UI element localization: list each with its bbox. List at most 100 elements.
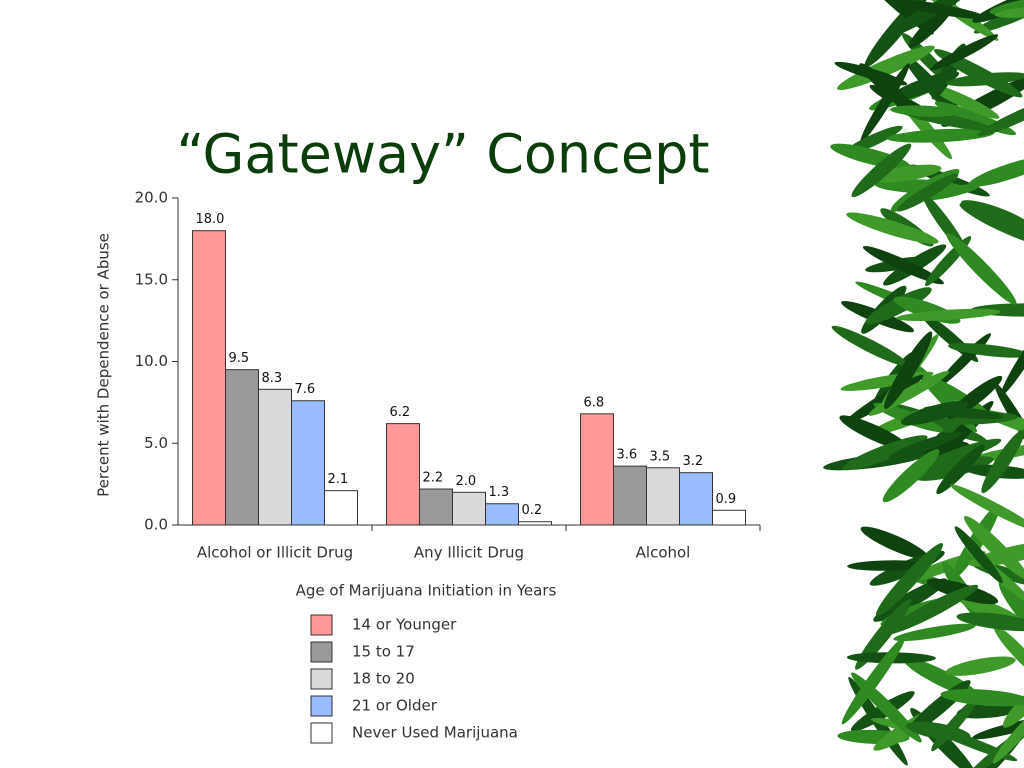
bamboo-leaf <box>981 429 1024 494</box>
y-tick-label: 5.0 <box>144 434 168 452</box>
value-label: 8.3 <box>262 371 283 386</box>
bamboo-leaf <box>831 325 909 367</box>
bamboo-leaf <box>977 95 1024 137</box>
legend-label: 21 or Older <box>352 697 438 715</box>
y-axis-label: Percent with Dependence or Abuse <box>95 233 113 497</box>
value-label: 6.8 <box>584 395 605 410</box>
bar <box>258 388 292 526</box>
value-label: 9.5 <box>229 351 250 366</box>
bar <box>679 472 713 526</box>
bamboo-leaf <box>882 449 940 503</box>
bamboo-leaf <box>947 343 1024 358</box>
value-label: 3.2 <box>683 454 704 469</box>
bamboo-leaf <box>954 526 1003 584</box>
value-label: 3.5 <box>650 449 671 464</box>
value-label: 3.6 <box>617 448 638 463</box>
legend-label: Never Used Marijuana <box>352 724 518 742</box>
bamboo-leaf <box>956 612 1024 632</box>
bar <box>291 400 325 526</box>
bamboo-leaf <box>946 232 1017 305</box>
bar <box>613 465 647 526</box>
bamboo-leaf <box>860 526 929 560</box>
bar <box>386 423 420 526</box>
bamboo-leaf <box>851 143 912 198</box>
bamboo-leaf <box>847 560 931 571</box>
legend-swatch <box>310 668 333 690</box>
bamboo-leaf <box>893 623 976 642</box>
bamboo-leaf <box>950 484 1024 531</box>
bamboo-leaf <box>886 71 960 102</box>
legend-label: 15 to 17 <box>352 643 415 661</box>
legend-label: 14 or Younger <box>352 616 457 634</box>
bamboo-leaf <box>959 202 1024 247</box>
legend-title: Age of Marijuana Initiation in Years <box>296 582 557 600</box>
bamboo-leaf <box>964 515 1024 580</box>
bamboo-leaf <box>884 331 933 410</box>
value-label: 7.6 <box>295 382 316 397</box>
bamboo-leaf <box>900 400 969 426</box>
bar <box>419 488 453 526</box>
y-tick-label: 20.0 <box>135 189 168 207</box>
legend-swatch <box>310 641 333 663</box>
bamboo-leaf <box>884 584 979 635</box>
bar <box>646 467 680 526</box>
legend-label: 18 to 20 <box>352 670 415 688</box>
bar <box>712 509 746 526</box>
legend-swatch <box>310 695 333 717</box>
bamboo-leaf <box>872 164 942 183</box>
bamboo-leaf <box>846 212 939 244</box>
bamboo-leaf <box>927 83 1000 119</box>
value-label: 2.2 <box>423 471 444 486</box>
bar <box>225 369 259 526</box>
bamboo-leaf <box>895 308 1001 321</box>
bamboo-leaf <box>953 504 1001 578</box>
bar <box>518 521 552 526</box>
bar <box>580 413 614 526</box>
bamboo-leaf <box>972 716 1024 740</box>
y-tick-label: 0.0 <box>144 516 168 534</box>
legend-swatch <box>310 614 333 636</box>
bamboo-leaf <box>842 435 928 471</box>
bamboo-leaf <box>888 431 962 459</box>
bamboo-leaf <box>837 45 935 91</box>
bamboo-leaf <box>888 0 986 19</box>
value-label: 0.2 <box>522 503 543 518</box>
value-label: 2.0 <box>456 474 477 489</box>
bamboo-leaf <box>945 656 1016 676</box>
bar <box>324 490 358 526</box>
bamboo-leaf <box>841 636 906 725</box>
bamboo-leaf <box>936 444 985 495</box>
bamboo-leaf <box>855 598 912 670</box>
bamboo-leaf <box>862 246 944 285</box>
x-tick-label: Alcohol or Illicit Drug <box>197 544 353 562</box>
value-label: 6.2 <box>390 405 411 420</box>
bamboo-leaf <box>998 581 1024 646</box>
value-label: 2.1 <box>328 472 349 487</box>
bamboo-leaf <box>940 689 1024 707</box>
bamboo-leaf <box>896 173 959 212</box>
bamboo-decoration <box>823 0 1024 768</box>
bamboo-leaf <box>1002 678 1024 728</box>
bamboo-leaf <box>890 105 959 117</box>
bamboo-leaf <box>875 543 944 616</box>
value-label: 18.0 <box>196 212 225 227</box>
bamboo-leaf <box>887 128 995 143</box>
bamboo-leaf <box>993 625 1024 681</box>
bamboo-leaf <box>968 156 1024 187</box>
y-tick-label: 15.0 <box>135 270 168 288</box>
bamboo-leaf <box>1000 313 1024 396</box>
bar <box>485 503 519 526</box>
slide-title: “Gateway” Concept <box>176 123 709 186</box>
bamboo-leaf <box>865 287 932 325</box>
value-label: 1.3 <box>489 485 510 500</box>
bamboo-leaf <box>906 721 971 741</box>
bamboo-leaf <box>968 540 1024 567</box>
bar <box>192 230 226 526</box>
legend-swatch <box>310 722 333 744</box>
y-tick-label: 10.0 <box>135 352 168 370</box>
bar <box>452 491 486 526</box>
x-tick-label: Alcohol <box>636 544 691 562</box>
bamboo-leaf <box>881 0 970 39</box>
